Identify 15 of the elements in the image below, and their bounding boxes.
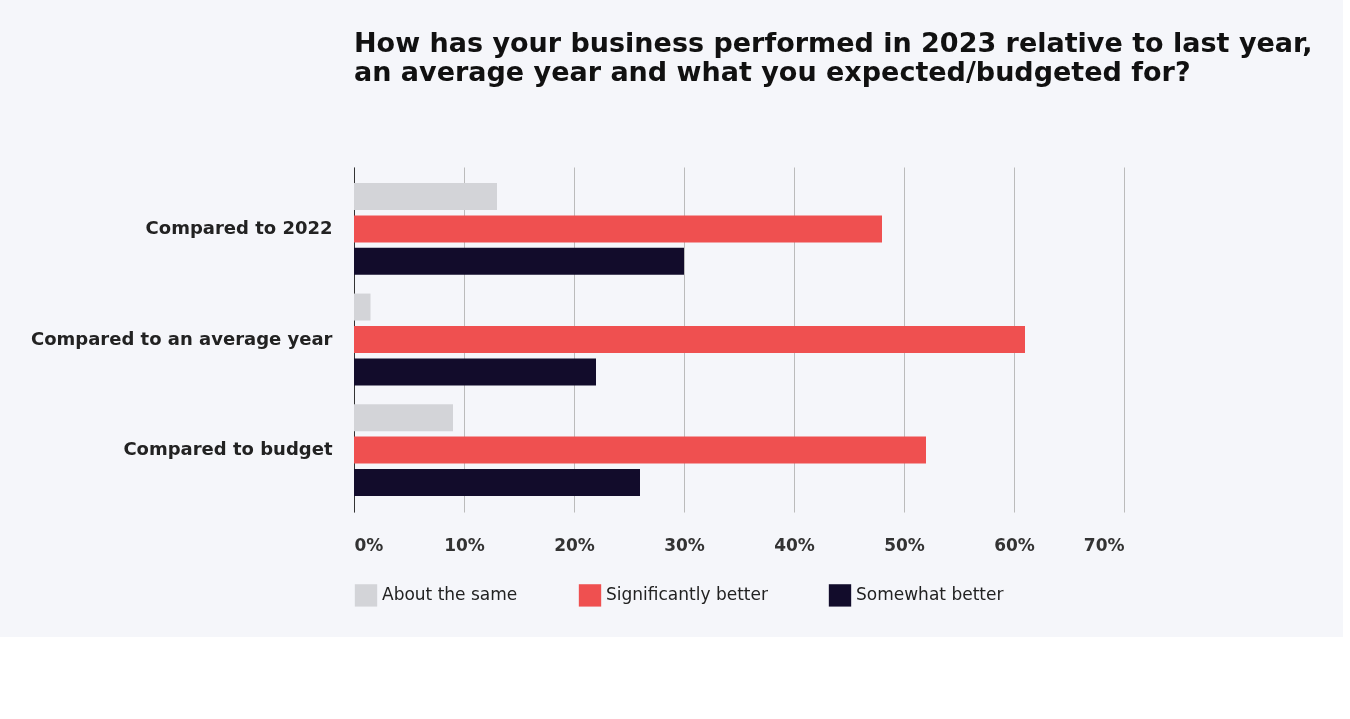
legend-label: Significantly better — [606, 584, 768, 605]
x-tick-label: 40% — [774, 534, 815, 555]
y-tick-label: Compared to budget — [123, 438, 333, 460]
x-tick-label: 0% — [354, 534, 384, 555]
legend-label: Somewhat better — [856, 584, 1004, 605]
chart-title: How has your business performed in 2023 relative to last year, an average year and what you expected/budgeted for? — [354, 27, 1313, 87]
x-tick-label: 30% — [664, 534, 705, 555]
y-tick-label: Compared to 2022 — [145, 216, 333, 238]
x-tick-label: 70% — [1083, 534, 1125, 555]
x-tick-label: 20% — [554, 534, 595, 555]
x-tick-label: 10% — [444, 534, 485, 555]
x-tick-label: 60% — [994, 534, 1035, 555]
y-tick-label: Compared to an average year — [31, 327, 333, 349]
legend-label: About the same — [382, 584, 518, 605]
x-tick-label: 50% — [884, 534, 925, 555]
